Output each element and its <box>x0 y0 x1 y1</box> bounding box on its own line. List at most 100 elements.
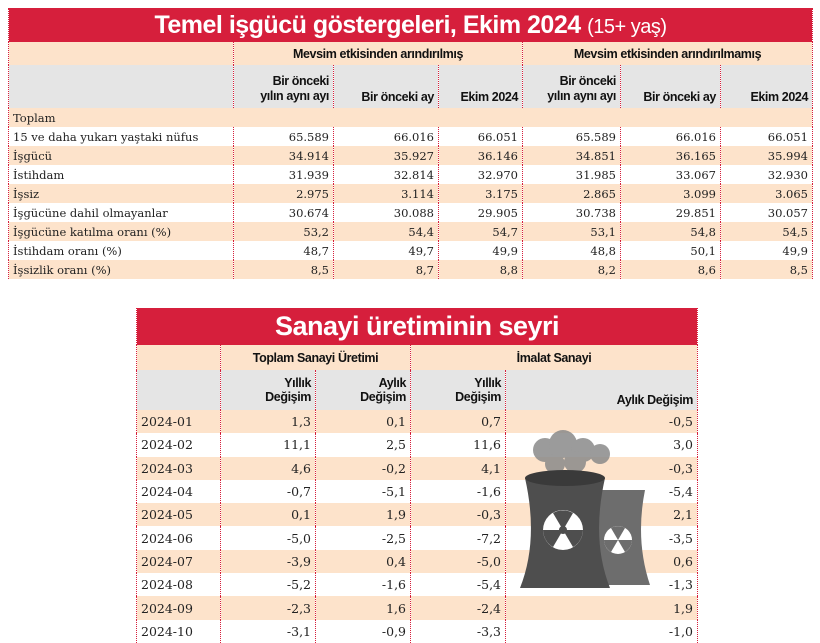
month-label: 2024-03 <box>136 456 221 480</box>
table-row: 2024-06 -5,0 -2,5 -7,2 -3,5 <box>136 526 698 550</box>
cell-value: -5,0 <box>220 526 316 550</box>
row-label: İşgücüne katılma oranı (%) <box>8 222 234 241</box>
table-row: İstihdam 31.939 32.814 32.970 31.985 33.067 32… <box>8 165 813 184</box>
table-row: 2024-03 4,6 -0,2 4,1 -0,3 <box>136 456 698 480</box>
cell-value: -5,1 <box>315 479 411 504</box>
month-label: 2024-09 <box>136 596 221 620</box>
cell-value: -3,3 <box>410 619 506 643</box>
row-label: İşgücüne dahil olmayanlar <box>8 203 234 222</box>
cell-value: -3,9 <box>220 549 316 574</box>
cell-value: 1,9 <box>315 503 411 527</box>
month-label: 2024-05 <box>136 503 221 527</box>
row-label: İşgücü <box>8 146 234 165</box>
cell-value: -0,7 <box>220 479 316 504</box>
cell-value: 48,8 <box>522 241 621 260</box>
header-text: Yıllık <box>474 376 501 390</box>
cell-value: -1,3 <box>505 573 698 597</box>
cell-value: 35.994 <box>720 146 813 165</box>
cell-value: 30.088 <box>333 203 439 222</box>
cell-value: 54,7 <box>438 222 523 241</box>
header-text: Değişim <box>265 390 311 404</box>
cell-value: 30.674 <box>233 203 334 222</box>
cell-value: 53,2 <box>233 222 334 241</box>
cell-value: 3.175 <box>438 184 523 203</box>
table-row: 2024-10 -3,1 -0,9 -3,3 -1,0 <box>136 619 698 643</box>
group-not-adjusted: Mevsim etkisinden arındırılmamış <box>522 42 813 65</box>
industry-title: Sanayi üretiminin seyri <box>136 308 698 345</box>
group-seasonally-adjusted: Mevsim etkisinden arındırılmış <box>233 42 523 65</box>
cell-value: -0,3 <box>505 456 698 480</box>
cell-value: 4,1 <box>410 456 506 480</box>
cell-value: 2,1 <box>505 503 698 527</box>
table-row: İşsiz 2.975 3.114 3.175 2.865 3.099 3.065 <box>8 184 813 203</box>
cell-value: 65.589 <box>522 127 621 146</box>
cell-value: 0,6 <box>505 549 698 574</box>
cell-value: 34.851 <box>522 146 621 165</box>
cell-value: -3,1 <box>220 619 316 643</box>
table-row: 15 ve daha yukarı yaştaki nüfus 65.589 66.… <box>8 127 813 146</box>
cell-value: 30.738 <box>522 203 621 222</box>
cell-value: 11,1 <box>220 433 316 457</box>
header-text: Bir önceki <box>559 74 617 88</box>
cell-value: 31.985 <box>522 165 621 184</box>
month-label: 2024-10 <box>136 619 221 643</box>
cell-value: -2,3 <box>220 596 316 620</box>
cell-value: 65.589 <box>233 127 334 146</box>
header-prev-year-month: Bir önceki yılın aynı ayı <box>522 65 621 108</box>
header-prev-month: Bir önceki ay <box>620 65 721 108</box>
header-current-month: Ekim 2024 <box>438 65 523 108</box>
cell-value: -0,9 <box>315 619 411 643</box>
group-manufacturing: İmalat Sanayi <box>410 345 698 370</box>
cell-value: 29.905 <box>438 203 523 222</box>
cell-value: 50,1 <box>620 241 721 260</box>
cell-value: 8,7 <box>333 260 439 279</box>
labor-indicators-table: Temel işgücü göstergeleri, Ekim 2024 (15… <box>8 8 813 279</box>
cell-value: 32.970 <box>438 165 523 184</box>
cell-value: 49,9 <box>720 241 813 260</box>
cell-value: -2,5 <box>315 526 411 550</box>
header-prev-year-month: Bir önceki yılın aynı ayı <box>233 65 334 108</box>
cell-value: -1,0 <box>505 619 698 643</box>
industry-production-table: Sanayi üretiminin seyri Toplam Sanayi Ür… <box>136 308 698 643</box>
header-text: yılın aynı ayı <box>547 89 616 103</box>
cell-value: 4,6 <box>220 456 316 480</box>
cell-value: -0,2 <box>315 456 411 480</box>
cell-value: 36.146 <box>438 146 523 165</box>
cell-value: 66.051 <box>720 127 813 146</box>
table-row: 2024-07 -3,9 0,4 -5,0 0,6 <box>136 549 698 574</box>
cell-value: -5,2 <box>220 573 316 597</box>
cell-value: 36.165 <box>620 146 721 165</box>
month-label: 2024-02 <box>136 433 221 457</box>
cell-value: -7,2 <box>410 526 506 550</box>
row-label: 15 ve daha yukarı yaştaki nüfus <box>8 127 234 146</box>
table-row: 2024-04 -0,7 -5,1 -1,6 -5,4 <box>136 479 698 504</box>
cell-value: 49,9 <box>438 241 523 260</box>
table-row: 2024-02 11,1 2,5 11,6 3,0 <box>136 433 698 457</box>
header-yearly-change: Yıllık Değişim <box>220 370 316 410</box>
cell-value: 2.975 <box>233 184 334 203</box>
header-current-month: Ekim 2024 <box>720 65 813 108</box>
group-total-industry: Toplam Sanayi Üretimi <box>220 345 411 370</box>
cell-value: 32.930 <box>720 165 813 184</box>
cell-value: 0,4 <box>315 549 411 574</box>
cell-value: -0,5 <box>505 410 698 434</box>
cell-value: 2,5 <box>315 433 411 457</box>
month-label: 2024-01 <box>136 410 221 434</box>
cell-value: 3,0 <box>505 433 698 457</box>
cell-value: 49,7 <box>333 241 439 260</box>
header-monthly-change: Aylık Değişim <box>315 370 411 410</box>
header-text: Değişim <box>360 390 406 404</box>
cell-value: 0,1 <box>220 503 316 527</box>
month-label: 2024-06 <box>136 526 221 550</box>
table-row: 2024-08 -5,2 -1,6 -5,4 -1,3 <box>136 573 698 597</box>
header-prev-month: Bir önceki ay <box>333 65 439 108</box>
cell-value: 66.016 <box>620 127 721 146</box>
cell-value: 1,3 <box>220 410 316 434</box>
cell-value: 48,7 <box>233 241 334 260</box>
cell-value: 29.851 <box>620 203 721 222</box>
cell-value: 31.939 <box>233 165 334 184</box>
cell-value: 2.865 <box>522 184 621 203</box>
cell-value: 66.016 <box>333 127 439 146</box>
labor-title-text: Temel işgücü göstergeleri, Ekim 2024 <box>154 10 581 39</box>
cell-value: 53,1 <box>522 222 621 241</box>
